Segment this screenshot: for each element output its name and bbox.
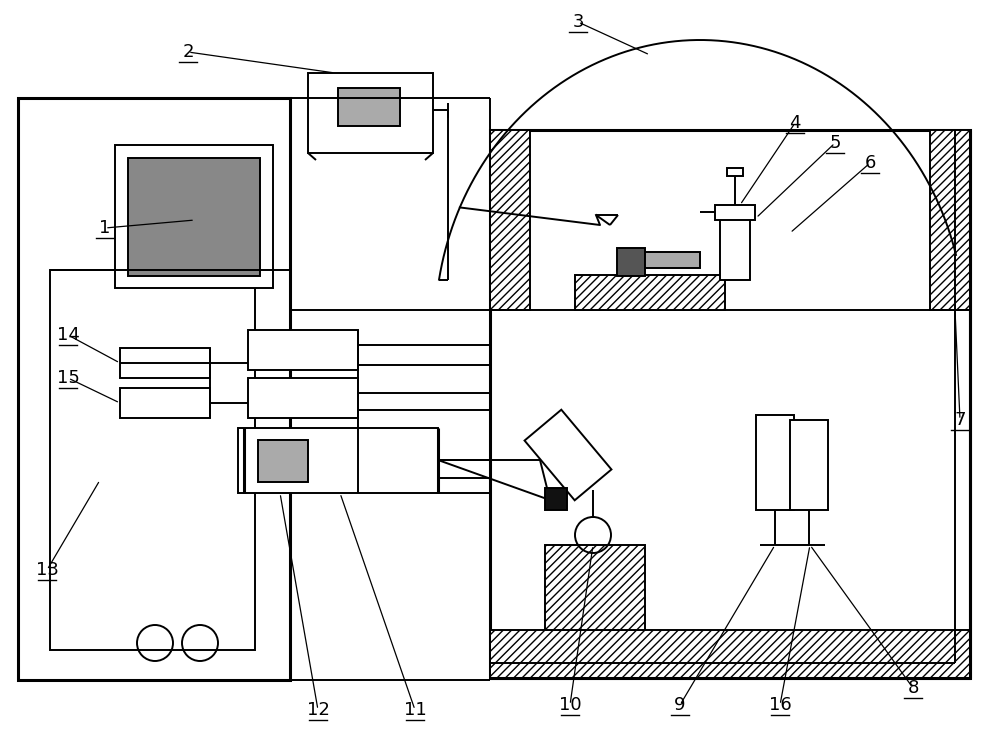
Text: 1: 1 xyxy=(99,219,111,237)
Bar xyxy=(308,73,433,153)
Bar xyxy=(930,130,970,310)
Bar xyxy=(545,545,645,630)
Bar xyxy=(18,98,290,680)
Text: 11: 11 xyxy=(404,701,426,719)
Bar xyxy=(338,88,400,126)
Bar xyxy=(490,130,970,678)
Bar xyxy=(50,270,255,650)
Bar xyxy=(248,378,358,418)
Bar xyxy=(575,275,725,310)
Bar xyxy=(790,420,828,510)
Bar xyxy=(120,388,210,418)
Bar xyxy=(128,158,260,276)
Text: 5: 5 xyxy=(829,134,841,152)
Bar xyxy=(756,415,794,510)
Bar xyxy=(115,145,273,288)
Bar xyxy=(490,130,530,310)
Bar xyxy=(645,252,700,268)
Bar xyxy=(258,440,308,482)
Text: 3: 3 xyxy=(572,13,584,31)
Bar xyxy=(120,348,210,378)
Text: 15: 15 xyxy=(57,369,79,387)
Bar xyxy=(238,428,438,493)
Text: 12: 12 xyxy=(307,701,329,719)
Text: 4: 4 xyxy=(789,114,801,132)
Text: 6: 6 xyxy=(864,154,876,172)
Text: 2: 2 xyxy=(182,43,194,61)
Bar xyxy=(715,205,755,220)
Text: 13: 13 xyxy=(36,561,58,579)
Bar xyxy=(248,330,358,370)
Text: 10: 10 xyxy=(559,696,581,714)
Bar xyxy=(490,630,970,678)
Bar xyxy=(545,488,567,510)
Text: 8: 8 xyxy=(907,679,919,697)
Text: 14: 14 xyxy=(57,326,79,344)
Text: 7: 7 xyxy=(954,411,966,429)
Text: 9: 9 xyxy=(674,696,686,714)
Bar xyxy=(720,218,750,280)
Text: 16: 16 xyxy=(769,696,791,714)
Polygon shape xyxy=(525,410,611,500)
Bar xyxy=(617,248,645,276)
Bar xyxy=(727,168,743,176)
